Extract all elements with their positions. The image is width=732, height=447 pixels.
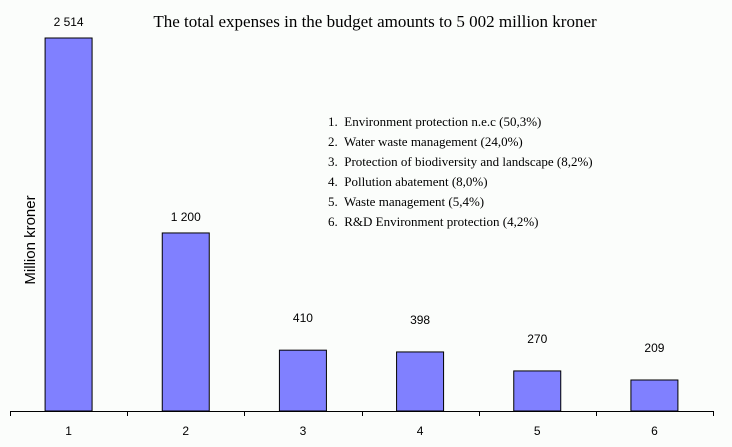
- data-label: 2 514: [54, 15, 84, 29]
- data-label: 398: [410, 313, 430, 327]
- bars: 2 514 1 200 410 398 270 209: [44, 15, 679, 412]
- data-label: 209: [644, 341, 664, 355]
- data-label: 410: [293, 311, 313, 325]
- legend: 1. Environment protection n.e.c (50,3%) 2…: [328, 114, 593, 229]
- bar-5: [513, 370, 562, 412]
- legend-item: 5. Waste management (5,4%): [328, 194, 484, 209]
- x-tick-label: 3: [300, 424, 307, 438]
- y-axis-label: Million kroner: [22, 195, 39, 284]
- legend-item: 1. Environment protection n.e.c (50,3%): [328, 114, 541, 129]
- x-tick-label: 1: [65, 424, 72, 438]
- x-axis: 1 2 3 4 5 6: [10, 411, 714, 438]
- data-label: 1 200: [171, 210, 201, 224]
- bar-3: [278, 349, 327, 412]
- bar-4: [396, 351, 445, 412]
- x-tick-label: 2: [182, 424, 189, 438]
- bar-2: [161, 232, 210, 412]
- x-tick-label: 5: [534, 424, 541, 438]
- legend-item: 6. R&D Environment protection (4,2%): [328, 214, 539, 229]
- legend-item: 4. Pollution abatement (8,0%): [328, 174, 488, 189]
- legend-item: 3. Protection of biodiversity and landsc…: [328, 154, 593, 169]
- data-label: 270: [527, 332, 547, 346]
- x-tick-label: 6: [651, 424, 658, 438]
- chart-title: The total expenses in the budget amounts…: [153, 12, 597, 31]
- x-tick-label: 4: [417, 424, 424, 438]
- legend-item: 2. Water waste management (24,0%): [328, 134, 523, 149]
- bar-1: [44, 37, 93, 412]
- bar-6: [630, 379, 679, 412]
